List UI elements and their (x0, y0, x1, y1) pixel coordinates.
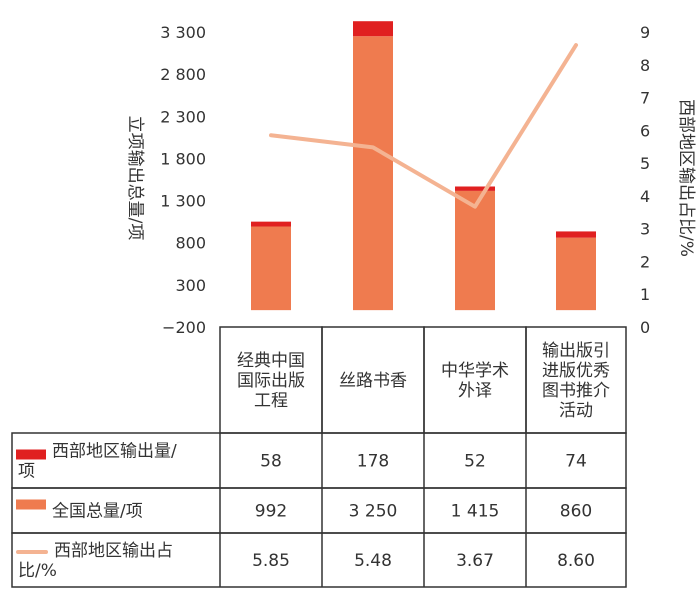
category-label: 中华学术 (441, 361, 509, 381)
west-output-bar (455, 186, 495, 191)
ratio-line (269, 43, 578, 209)
legend-label: 全国总量/项 (52, 502, 143, 522)
legend-label: 西部地区输出占 (54, 541, 173, 561)
data-cell: 1 415 (451, 502, 500, 522)
legend-key-box (16, 499, 46, 510)
right-axis-title: 西部地区输出占比/% (676, 99, 696, 257)
right-tick-label: 4 (640, 187, 650, 206)
west-output-bar (556, 231, 596, 238)
legend-label: 项 (18, 462, 35, 482)
category-label: 国际出版 (237, 371, 305, 391)
right-tick-label: 6 (640, 121, 650, 140)
data-cell: 3.67 (456, 551, 494, 571)
left-tick-label: 800 (175, 234, 206, 253)
data-cell: 8.60 (557, 551, 595, 571)
left-tick-label: 1 300 (160, 192, 206, 211)
left-tick-label: 2 800 (160, 65, 206, 84)
legend-label: 比/% (18, 561, 57, 581)
ratio-line-layer (269, 43, 578, 209)
category-label: 外译 (458, 381, 492, 401)
total-bar (353, 36, 393, 311)
data-cell: 58 (260, 452, 282, 472)
total-bar (556, 237, 596, 311)
left-axis-ticks: 3 300 2 800 2 300 1 800 1 300 800 300 −200 (160, 23, 206, 337)
category-label: 丝路书香 (339, 371, 407, 391)
right-tick-label: 8 (640, 56, 650, 75)
left-tick-label: −200 (162, 318, 206, 337)
right-axis-ticks: 9 8 7 6 5 4 3 2 1 0 (640, 23, 650, 337)
right-tick-label: 3 (640, 220, 650, 239)
data-cell: 3 250 (349, 502, 398, 522)
left-axis-title: 立项输出总量/项 (125, 116, 145, 241)
category-label: 输出版引 (542, 341, 610, 361)
total-bar (251, 226, 291, 311)
bars (251, 21, 596, 311)
data-cell: 52 (464, 452, 486, 472)
data-cell: 5.85 (252, 551, 290, 571)
west-output-bar (353, 21, 393, 37)
left-tick-label: 2 300 (160, 107, 206, 126)
data-cell: 860 (560, 502, 592, 522)
legend-label: 西部地区输出量/ (52, 442, 177, 462)
right-tick-label: 1 (640, 285, 650, 304)
category-label: 进版优秀 (542, 361, 610, 381)
right-tick-label: 2 (640, 252, 650, 271)
left-tick-label: 3 300 (160, 23, 206, 42)
legend-key-box (16, 449, 46, 460)
data-cell: 178 (357, 452, 389, 472)
left-tick-label: 1 800 (160, 149, 206, 168)
data-cell: 5.48 (354, 551, 392, 571)
table-row (11, 532, 627, 588)
total-bar (455, 190, 495, 311)
category-label: 经典中国 (237, 351, 305, 371)
data-cell: 992 (255, 502, 287, 522)
west-output-bar (251, 221, 291, 227)
data-cell: 74 (565, 452, 587, 472)
category-label: 工程 (254, 391, 288, 411)
right-tick-label: 7 (640, 89, 650, 108)
category-label: 活动 (559, 401, 593, 421)
left-tick-label: 300 (175, 276, 206, 295)
category-label: 图书推介 (542, 381, 610, 401)
right-tick-label: 9 (640, 23, 650, 42)
right-tick-label: 5 (640, 154, 650, 173)
right-tick-label: 0 (640, 318, 650, 337)
